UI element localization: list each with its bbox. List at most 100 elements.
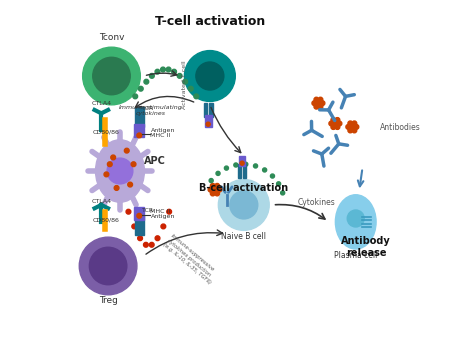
Circle shape [137,213,142,218]
Ellipse shape [96,140,145,202]
Circle shape [209,179,213,183]
Circle shape [104,172,109,177]
Circle shape [315,100,322,107]
Text: CD80/86: CD80/86 [93,218,120,223]
Text: TCR: TCR [142,208,154,213]
Circle shape [149,74,154,78]
Circle shape [348,128,353,133]
Circle shape [234,163,238,167]
Circle shape [352,128,357,133]
Circle shape [240,161,244,165]
Circle shape [107,158,133,184]
FancyBboxPatch shape [135,107,139,127]
Circle shape [312,101,317,106]
Circle shape [329,121,334,126]
Text: MHC II: MHC II [151,209,171,214]
Circle shape [144,79,149,84]
Circle shape [167,209,172,214]
Text: Plasma cell: Plasma cell [334,250,377,260]
Circle shape [208,187,213,192]
Text: APC: APC [144,156,165,166]
Circle shape [149,242,154,247]
Circle shape [348,121,353,126]
Circle shape [155,236,160,241]
Circle shape [276,182,281,186]
FancyBboxPatch shape [209,103,212,117]
Circle shape [161,224,166,229]
Circle shape [337,121,342,126]
Circle shape [210,183,215,188]
Circle shape [90,247,127,285]
Circle shape [320,101,325,106]
Circle shape [133,94,137,99]
Text: Antigen: Antigen [151,214,175,220]
Text: CTLA4: CTLA4 [91,101,111,106]
Circle shape [271,174,274,178]
Ellipse shape [336,195,376,249]
FancyBboxPatch shape [134,207,145,220]
FancyBboxPatch shape [243,164,246,178]
Circle shape [184,51,235,102]
Text: Activated T cell: Activated T cell [182,60,187,109]
FancyBboxPatch shape [204,103,207,117]
Text: Tconv: Tconv [99,34,124,42]
Circle shape [166,67,171,72]
Circle shape [349,123,356,130]
Circle shape [347,210,364,227]
Text: B-cell activation: B-cell activation [199,183,288,193]
Text: T-cell activation: T-cell activation [155,15,265,28]
Circle shape [79,237,137,295]
Circle shape [331,125,336,129]
Circle shape [128,182,133,187]
Circle shape [144,242,148,247]
Circle shape [335,118,340,122]
Circle shape [177,74,182,78]
Circle shape [206,122,210,126]
FancyBboxPatch shape [140,215,144,235]
FancyBboxPatch shape [140,107,144,127]
Text: Immune-suppressive
cytokines production
(e.g. IL-10, IL-35, TGFß): Immune-suppressive cytokines production … [163,233,219,285]
Circle shape [219,180,269,231]
Circle shape [124,148,129,153]
Circle shape [93,57,130,95]
Circle shape [211,186,219,193]
Text: Naive B cell: Naive B cell [221,232,266,241]
Circle shape [111,155,116,160]
FancyBboxPatch shape [239,156,246,166]
Text: Treg: Treg [99,296,118,305]
Text: CD80/86: CD80/86 [93,130,120,135]
Circle shape [331,118,336,122]
Circle shape [314,97,319,102]
Circle shape [138,86,143,91]
Circle shape [172,69,176,74]
Text: Antibodies: Antibodies [380,123,420,132]
Circle shape [155,69,160,74]
FancyBboxPatch shape [134,123,145,137]
Circle shape [216,171,220,175]
Circle shape [263,168,267,172]
Circle shape [244,162,248,166]
Circle shape [114,186,119,190]
Text: CTLA4: CTLA4 [91,199,111,204]
FancyBboxPatch shape [205,115,211,127]
Circle shape [230,191,258,219]
Circle shape [352,121,357,126]
Circle shape [318,104,323,109]
Circle shape [82,47,140,105]
Circle shape [188,86,193,91]
Circle shape [217,187,222,192]
Circle shape [224,166,228,170]
Circle shape [346,124,351,129]
Text: Cytokines: Cytokines [298,198,336,207]
Circle shape [126,209,131,214]
FancyBboxPatch shape [135,215,139,235]
FancyBboxPatch shape [237,164,241,178]
Circle shape [314,104,319,109]
Circle shape [137,133,142,138]
Circle shape [132,224,137,229]
Circle shape [318,97,323,102]
Text: Antibody
release: Antibody release [341,236,391,258]
Circle shape [194,94,199,99]
Circle shape [281,191,285,195]
Circle shape [215,183,219,188]
